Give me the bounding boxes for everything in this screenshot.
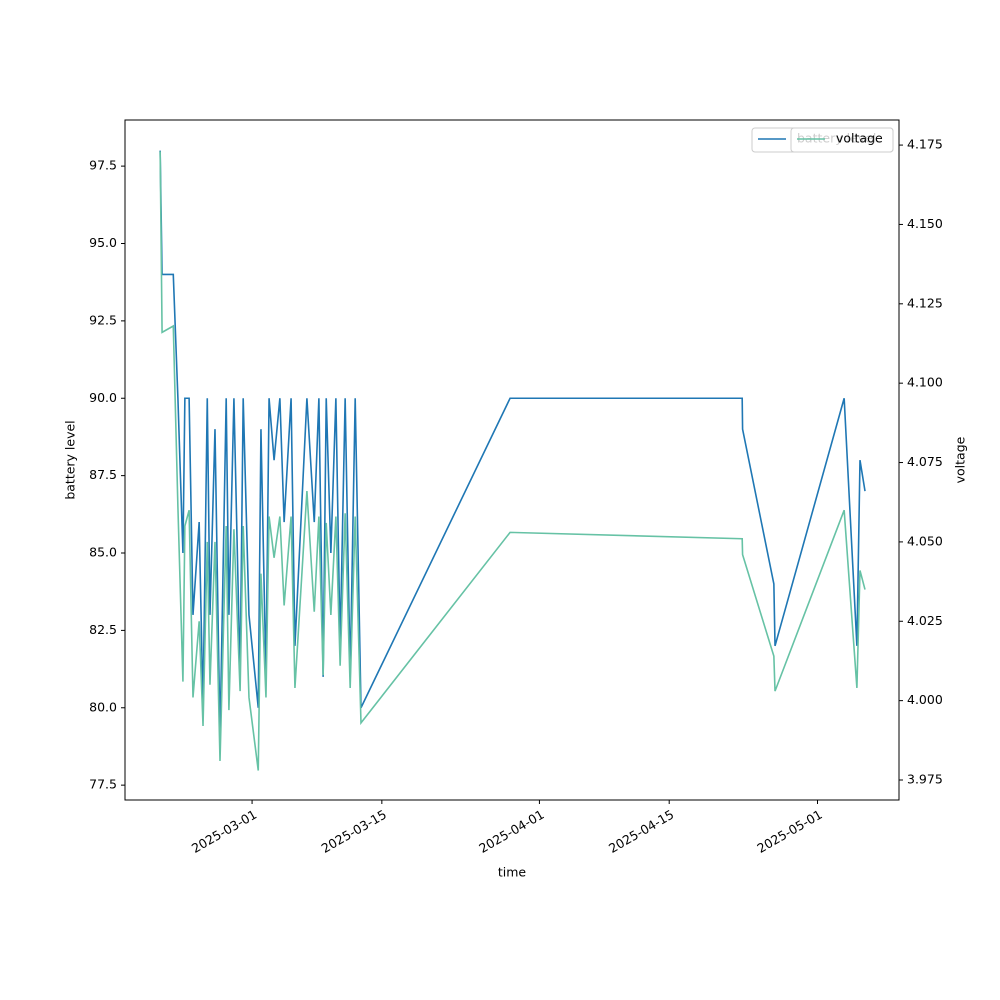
y-tick-label: 95.0	[89, 235, 117, 250]
y2-axis-label: voltage	[953, 436, 968, 483]
y-tick-label: 77.5	[89, 777, 117, 792]
legend: voltage	[790, 127, 894, 153]
y-axis-label: battery level	[63, 420, 78, 499]
y2-tick-label: 4.075	[907, 454, 943, 469]
y-tick-label: 82.5	[89, 622, 117, 637]
y-tick-label: 80.0	[89, 699, 117, 714]
y2-tick-label: 3.975	[907, 772, 943, 787]
x-tick-label: 2025-03-15	[319, 807, 389, 856]
series-line	[159, 150, 866, 739]
legend-label: voltage	[836, 131, 883, 146]
x-axis-label: time	[498, 865, 527, 880]
y-tick-label: 97.5	[89, 158, 117, 173]
y2-tick-label: 4.100	[907, 375, 943, 390]
y-tick-label: 85.0	[89, 545, 117, 560]
y2-tick-label: 4.050	[907, 533, 943, 548]
plot-frame	[124, 119, 900, 801]
series-line	[159, 151, 866, 771]
legend-box	[790, 127, 894, 153]
y2-tick-label: 4.175	[907, 137, 943, 152]
x-tick-label: 2025-03-01	[189, 807, 259, 856]
y2-tick-label: 4.025	[907, 613, 943, 628]
y2-tick-label: 4.150	[907, 216, 943, 231]
y2-tick-label: 4.000	[907, 692, 943, 707]
y-tick-label: 90.0	[89, 390, 117, 405]
x-tick-label: 2025-04-15	[606, 807, 676, 856]
y-tick-label: 92.5	[89, 312, 117, 327]
x-tick-label: 2025-05-01	[754, 807, 824, 856]
x-tick-label: 2025-04-01	[476, 807, 546, 856]
y-tick-label: 87.5	[89, 467, 117, 482]
y2-tick-label: 4.125	[907, 295, 943, 310]
